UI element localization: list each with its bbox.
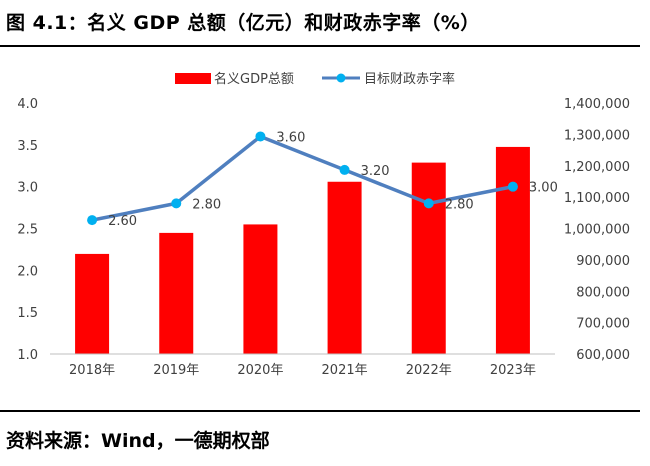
bar [75, 253, 110, 354]
line-point [87, 215, 98, 226]
top-rule [0, 45, 640, 47]
x-tick-label: 2019年 [153, 363, 199, 378]
line-point [255, 131, 266, 142]
legend: 名义GDP总额 目标财政赤字率 [175, 71, 455, 87]
right-tick-label: 900,000 [576, 254, 630, 269]
chart-area: 名义GDP总额 目标财政赤字率 4.0 3.5 3.0 2.5 2.0 1.5 1.0 1,4… [17, 71, 630, 378]
legend-label-line: 目标财政赤字率 [364, 71, 455, 87]
legend-marker-line [336, 73, 346, 83]
bar [411, 162, 446, 354]
data-label: 2.80 [445, 197, 474, 212]
data-label: 3.60 [276, 130, 305, 145]
bar [327, 181, 362, 354]
line-point [339, 164, 350, 175]
bar [495, 146, 530, 354]
line-series: 2.60 2.80 3.60 3.20 2.80 3.00 [87, 130, 558, 229]
x-tick-label: 2023年 [490, 363, 536, 378]
left-tick-label: 2.5 [17, 223, 38, 238]
bar [159, 232, 194, 354]
data-label: 3.00 [529, 181, 558, 196]
line-point [423, 198, 434, 209]
source-note: 资料来源：Wind，一德期权部 [6, 430, 270, 452]
x-axis: 2018年 2019年 2020年 2021年 2022年 2023年 [69, 363, 536, 378]
right-tick-label: 1,000,000 [564, 223, 630, 238]
right-tick-label: 800,000 [576, 285, 630, 300]
left-tick-label: 1.0 [17, 348, 38, 363]
x-tick-label: 2022年 [406, 363, 452, 378]
x-tick-label: 2020年 [237, 363, 283, 378]
legend-label-bar: 名义GDP总额 [214, 71, 294, 87]
left-axis: 4.0 3.5 3.0 2.5 2.0 1.5 1.0 [17, 97, 38, 363]
left-tick-label: 3.0 [17, 181, 38, 196]
bottom-rule [0, 410, 640, 412]
data-label: 3.20 [361, 164, 390, 179]
right-tick-label: 1,100,000 [564, 191, 630, 206]
line-point [171, 198, 182, 209]
right-tick-label: 1,300,000 [564, 128, 630, 143]
line-point [507, 181, 518, 192]
right-tick-label: 1,400,000 [564, 97, 630, 112]
x-tick-label: 2018年 [69, 363, 115, 378]
left-tick-label: 2.0 [17, 264, 38, 279]
right-tick-label: 600,000 [576, 348, 630, 363]
bar-series [75, 146, 530, 354]
right-axis: 1,400,000 1,300,000 1,200,000 1,100,000 1,00… [564, 97, 630, 363]
left-tick-label: 3.5 [17, 139, 38, 154]
left-tick-label: 4.0 [17, 97, 38, 112]
right-tick-label: 1,200,000 [564, 160, 630, 175]
series-line [91, 134, 514, 222]
bar [243, 224, 278, 354]
x-tick-label: 2021年 [322, 363, 368, 378]
data-label: 2.60 [108, 214, 137, 229]
legend-swatch-bar [175, 73, 211, 84]
right-tick-label: 700,000 [576, 317, 630, 332]
figure-title: 图 4.1：名义 GDP 总额（亿元）和财政赤字率（%） [6, 12, 480, 34]
data-label: 2.80 [192, 197, 221, 212]
left-tick-label: 1.5 [17, 306, 38, 321]
